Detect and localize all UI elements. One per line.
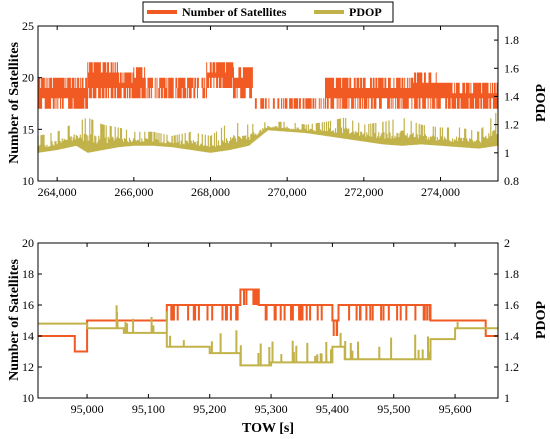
y-tick-label: 15 — [22, 122, 34, 136]
y2-tick-label: 0.8 — [504, 174, 519, 188]
x-tick-label: 270,000 — [268, 185, 307, 199]
legend-pdop-label: PDOP — [349, 5, 382, 19]
x-tick-label: 95,200 — [193, 402, 226, 416]
y2-tick-label: 1.2 — [504, 118, 519, 132]
y-tick-label: 20 — [22, 236, 34, 250]
y2-tick-label: 1.6 — [504, 298, 519, 312]
y-tick-label: 18 — [22, 267, 34, 281]
x-tick-label: 95,100 — [132, 402, 165, 416]
bottom-chart: 95,000 95,100 95,200 95,300 95,400 95,500 95,6… — [7, 236, 549, 436]
x-tick-label: 272,000 — [344, 185, 383, 199]
top-y2-axis-label: PDOP — [534, 84, 549, 123]
y2-tick-label: 1.4 — [504, 89, 519, 103]
y-tick-label: 25 — [22, 19, 34, 33]
series-pdop-line — [38, 305, 498, 367]
y2-tick-label: 1.2 — [504, 360, 519, 374]
y-tick-label: 20 — [22, 71, 34, 85]
y2-tick-label: 1.6 — [504, 61, 519, 75]
series-pdop-line — [37, 112, 499, 153]
y-tick-label: 16 — [22, 298, 34, 312]
y-tick-label: 14 — [22, 329, 34, 343]
x-tick-label: 95,300 — [255, 402, 288, 416]
series-satellites-line — [38, 288, 498, 353]
top-y-axis-label: Number of Satellites — [7, 42, 22, 164]
x-tick-label: 95,400 — [316, 402, 349, 416]
y2-tick-label: 1.8 — [504, 267, 519, 281]
bottom-x-axis-label: TOW [s] — [242, 421, 294, 436]
y-tick-label: 12 — [22, 360, 34, 374]
x-tick-label: 95,600 — [439, 402, 472, 416]
series-satellites-line — [37, 62, 499, 109]
top-chart: 264,000 266,000 268,000 270,000 272,000 274,0… — [7, 19, 549, 199]
x-tick-label: 266,000 — [114, 185, 153, 199]
x-tick-label: 274,000 — [421, 185, 460, 199]
y2-tick-label: 1 — [504, 391, 510, 405]
y2-tick-label: 1.8 — [504, 33, 519, 47]
x-tick-label: 268,000 — [191, 185, 230, 199]
legend-satellites-label: Number of Satellites — [182, 5, 287, 19]
y2-tick-label: 1 — [504, 146, 510, 160]
bottom-y-axis-label: Number of Satellites — [7, 259, 22, 381]
y-tick-label: 10 — [22, 174, 34, 188]
legend: Number of Satellites PDOP — [142, 1, 394, 23]
legend-box — [142, 1, 394, 23]
bottom-y2-axis-label: PDOP — [534, 301, 549, 340]
top-plot-frame — [37, 25, 499, 182]
y2-tick-label: 2 — [504, 236, 510, 250]
bottom-plot-frame — [37, 242, 499, 399]
y-tick-label: 10 — [22, 391, 34, 405]
x-tick-label: 95,000 — [71, 402, 104, 416]
x-tick-label: 95,500 — [377, 402, 410, 416]
y2-tick-label: 1.4 — [504, 329, 519, 343]
x-tick-label: 264,000 — [38, 185, 77, 199]
